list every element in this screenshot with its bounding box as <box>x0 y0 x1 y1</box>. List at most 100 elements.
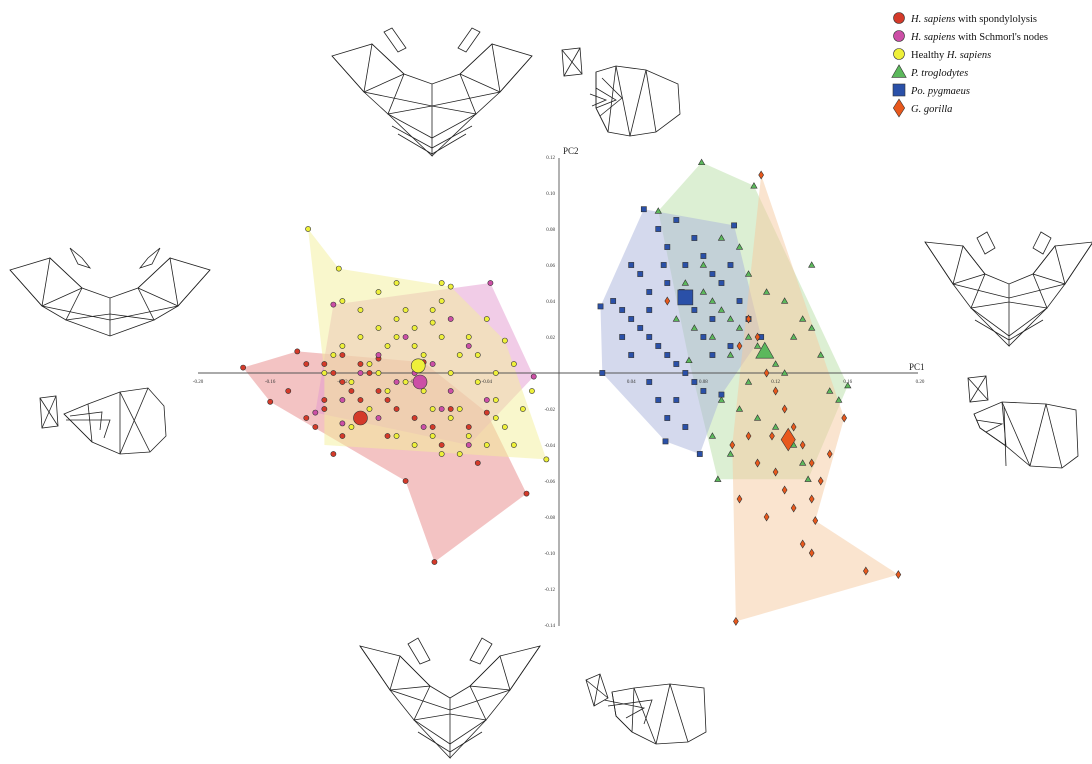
x-tick-label: 0.20 <box>916 380 925 385</box>
y-tick-label: -0.06 <box>545 480 556 485</box>
data-point <box>321 361 328 367</box>
legend: H. sapiens with spondylolysis H. sapiens … <box>891 12 1048 118</box>
data-point <box>673 397 680 403</box>
y-axis-title: PC2 <box>563 146 579 156</box>
data-point <box>808 494 815 504</box>
data-point <box>597 303 604 310</box>
data-point <box>664 244 671 250</box>
y-tick-label: 0.02 <box>546 336 555 341</box>
data-point <box>465 442 472 448</box>
legend-label: H. sapiens with spondylolysis <box>910 14 1037 25</box>
data-point <box>772 467 779 477</box>
data-point <box>628 316 635 322</box>
data-point <box>790 422 797 432</box>
data-point <box>501 337 508 344</box>
legend-marker <box>892 98 906 118</box>
axes: PC1 PC2 <box>198 146 925 626</box>
data-point <box>808 324 816 331</box>
data-point <box>438 451 445 457</box>
data-point <box>420 352 427 358</box>
data-point <box>375 415 382 421</box>
hull-5 <box>732 175 899 622</box>
y-tick-label: 0.12 <box>546 156 555 161</box>
data-point <box>835 396 843 403</box>
y-tick-label: -0.08 <box>545 516 556 521</box>
legend-label: P. troglodytes <box>910 68 968 79</box>
data-point <box>771 423 780 430</box>
data-point <box>781 404 788 414</box>
wireframe-bottom-lateral <box>585 673 707 745</box>
group-mean-marker <box>755 341 775 359</box>
data-point <box>447 406 454 412</box>
data-point <box>664 415 671 421</box>
data-point <box>682 262 689 268</box>
data-point <box>429 424 436 430</box>
data-point <box>708 333 717 340</box>
data-point <box>357 397 364 403</box>
data-point <box>529 388 535 394</box>
data-point <box>330 352 337 358</box>
data-point <box>429 319 436 326</box>
data-point <box>501 424 508 430</box>
data-point <box>474 460 481 466</box>
data-point <box>411 343 418 349</box>
data-point <box>727 343 734 349</box>
x-tick-label: 0.08 <box>699 380 708 385</box>
data-point <box>655 397 662 403</box>
data-point <box>726 315 735 322</box>
data-point <box>637 271 644 277</box>
data-point <box>726 450 735 457</box>
data-point <box>438 280 445 286</box>
data-point <box>780 297 789 304</box>
data-point <box>697 158 706 166</box>
data-point <box>303 361 310 367</box>
data-point <box>447 283 454 290</box>
data-point <box>366 361 373 367</box>
data-point <box>294 348 301 355</box>
data-point <box>348 379 355 385</box>
legend-marker <box>893 48 905 60</box>
data-point <box>402 334 409 340</box>
y-tick-label: 0.04 <box>546 300 555 305</box>
data-point <box>510 361 517 367</box>
data-point <box>305 226 312 232</box>
wireframe-left-lateral <box>39 387 167 455</box>
data-point <box>700 253 707 259</box>
data-point <box>662 438 669 445</box>
data-point <box>700 388 707 394</box>
data-point <box>664 352 671 358</box>
data-points <box>240 158 902 626</box>
group-mean-marker <box>780 427 796 452</box>
legend-marker <box>893 12 905 24</box>
data-point <box>487 280 494 286</box>
group-mean-marker <box>412 374 428 390</box>
data-point <box>285 388 292 394</box>
data-point <box>384 343 391 349</box>
data-point <box>717 306 726 313</box>
data-point <box>769 431 775 441</box>
data-point <box>799 315 807 322</box>
data-point <box>523 490 530 497</box>
data-point <box>664 280 671 286</box>
data-point <box>429 361 436 367</box>
data-point <box>808 261 816 268</box>
data-point <box>654 207 662 214</box>
data-point <box>646 307 653 313</box>
data-point <box>628 262 635 268</box>
data-point <box>745 431 752 441</box>
data-point <box>357 370 364 376</box>
data-point <box>429 406 436 412</box>
data-point <box>366 370 373 376</box>
data-point <box>655 343 662 349</box>
data-point <box>655 226 662 232</box>
data-point <box>727 262 734 268</box>
x-tick-label: -0.20 <box>193 380 204 385</box>
data-point <box>321 370 328 376</box>
data-point <box>474 379 481 385</box>
data-point <box>799 539 806 549</box>
data-point <box>660 262 667 268</box>
data-point <box>456 406 463 412</box>
data-point <box>758 170 764 180</box>
data-point <box>745 314 752 324</box>
